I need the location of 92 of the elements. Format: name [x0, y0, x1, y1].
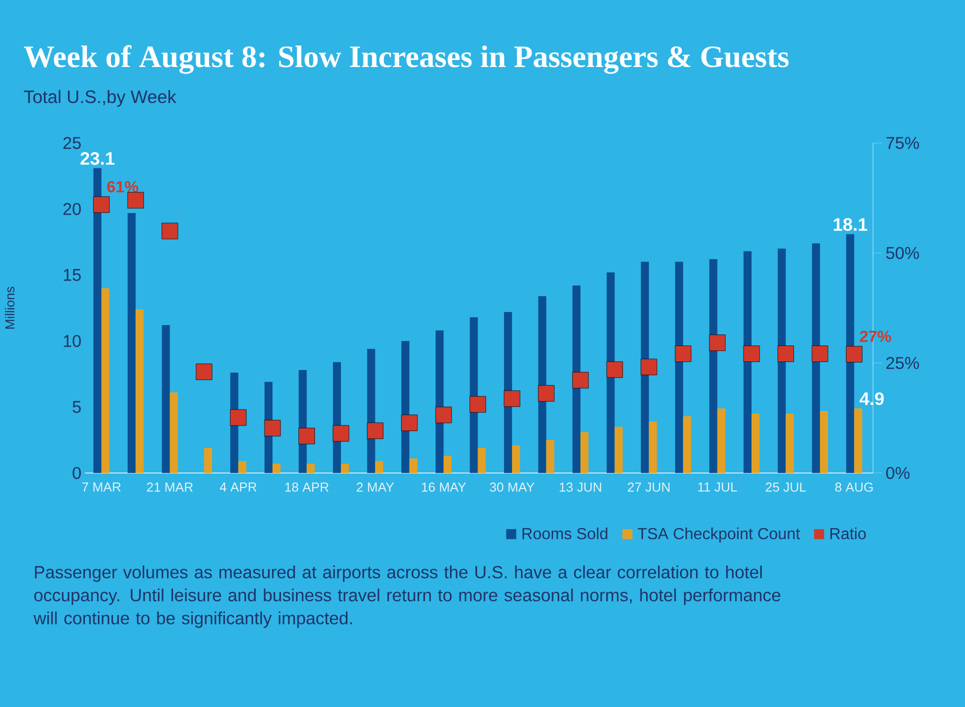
point — [572, 372, 589, 388]
point — [674, 346, 692, 362]
bar — [614, 426, 623, 473]
bar — [744, 251, 752, 473]
y-tick-label: 5 — [72, 401, 81, 413]
bar — [204, 448, 212, 473]
y2-tick-label: 0% — [886, 466, 910, 480]
point — [743, 346, 760, 362]
bar — [572, 286, 580, 473]
data-label: 27% — [860, 330, 891, 342]
x-tick-label: 21 MAR — [147, 482, 193, 492]
legend-label: Ratio — [830, 528, 866, 540]
bar — [812, 243, 820, 473]
bar — [272, 464, 281, 473]
point — [264, 420, 281, 436]
point — [366, 422, 384, 439]
point — [435, 406, 452, 424]
bar — [238, 461, 246, 473]
y-tick-label: 0 — [72, 466, 81, 480]
bar — [162, 325, 170, 473]
point — [846, 346, 862, 362]
bar — [648, 422, 657, 473]
bar — [101, 288, 110, 473]
point — [606, 361, 623, 378]
bar — [306, 464, 315, 473]
x-tick-label: 2 MAY — [356, 482, 394, 492]
bar — [470, 317, 478, 473]
point — [127, 192, 144, 208]
bar — [820, 410, 828, 473]
point — [640, 358, 658, 376]
legend-label: Rooms Sold — [522, 528, 608, 540]
y-tick-label: 10 — [64, 334, 81, 348]
text: Passenger volumes as measured at airports across the U.S. have a clear correlation to hotel occupancy. Until leisure and business travel return to more seasonal norms, hotel performance will continue to be significantly impacted. — [34, 566, 780, 628]
x-tick-label: 7 MAR — [82, 482, 121, 492]
bar — [170, 392, 178, 473]
bar — [752, 414, 760, 473]
bar — [580, 432, 588, 473]
bar — [546, 440, 554, 473]
bar — [128, 212, 136, 473]
point — [196, 364, 212, 380]
bar — [409, 458, 418, 473]
data-label: 23.1 — [80, 152, 114, 165]
y-tick-label: 15 — [64, 269, 81, 281]
bar — [512, 445, 520, 473]
point — [504, 390, 520, 407]
bar — [683, 416, 692, 473]
chart-subtitle: Total U.S.,by Week — [24, 90, 176, 107]
bar — [709, 259, 718, 473]
point — [230, 409, 246, 426]
y-tick-label: 20 — [63, 202, 81, 216]
point — [709, 334, 726, 351]
point — [778, 346, 794, 362]
chart-title: Week of August 8: Slow Increases in Passengers & Guests — [24, 45, 789, 74]
x-tick-label: 13 JUN — [560, 482, 602, 492]
y2-tick-label: 25% — [886, 356, 919, 370]
bar — [478, 448, 486, 473]
x-tick-label: 16 MAY — [422, 482, 466, 492]
data-label: 18.1 — [834, 218, 868, 231]
x-tick-label: 11 JUL — [698, 482, 738, 492]
bar — [444, 456, 452, 473]
point — [93, 196, 110, 213]
x-tick-label: 4 APR — [220, 482, 256, 492]
data-label: 61% — [107, 181, 138, 192]
bar — [675, 262, 684, 473]
point — [162, 222, 178, 240]
y-tick-label: 25 — [63, 136, 81, 150]
legend-label: TSA Checkpoint Count — [638, 528, 800, 542]
bar — [854, 408, 862, 473]
y2-tick-label: 50% — [886, 246, 919, 260]
point — [298, 428, 315, 444]
bar — [778, 248, 786, 473]
x-tick-label: 27 JUN — [628, 482, 670, 492]
point — [332, 425, 350, 442]
bar — [93, 168, 102, 473]
x-tick-label: 18 APR — [285, 482, 329, 492]
bar — [375, 461, 384, 473]
x-tick-label: 25 JUL — [766, 482, 806, 492]
x-tick-label: 8 AUG — [835, 482, 873, 492]
x-tick-label: 30 MAY — [490, 482, 534, 492]
bar — [136, 309, 144, 473]
bar — [786, 414, 794, 473]
y2-tick-label: 75% — [886, 137, 919, 149]
y-axis-title: Millions — [4, 286, 14, 329]
point — [538, 385, 554, 402]
data-label: 4.9 — [860, 392, 884, 406]
bar — [340, 464, 349, 473]
bar — [606, 272, 615, 473]
bar — [717, 408, 726, 473]
point — [812, 346, 828, 362]
point — [470, 396, 486, 413]
point — [401, 414, 418, 432]
bar — [846, 234, 854, 473]
